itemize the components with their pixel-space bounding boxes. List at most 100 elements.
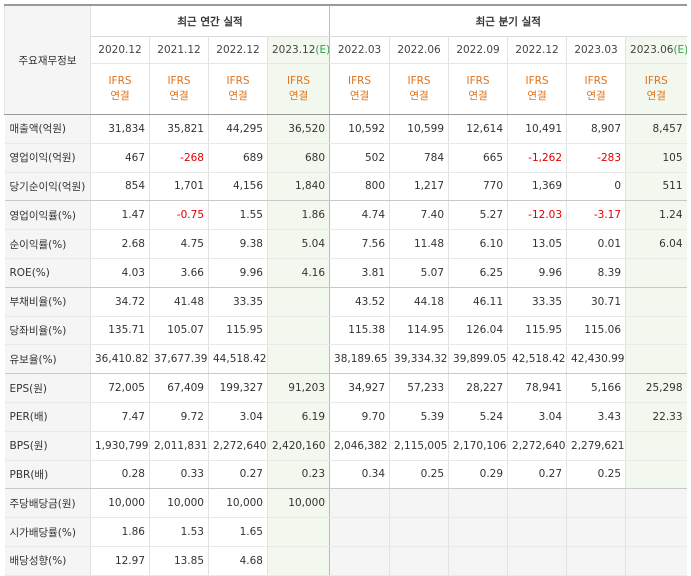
table-cell: 1.24 (625, 200, 687, 231)
basis-header: IFRS 연결 (90, 63, 150, 115)
table-cell: 1.65 (208, 517, 268, 547)
table-cell: 0.25 (389, 460, 449, 490)
basis-consolidated: 연결 (527, 90, 547, 102)
basis-consolidated: 연결 (288, 90, 309, 102)
table-cell: 135.71 (90, 316, 150, 346)
table-cell: 44,295 (208, 114, 268, 144)
table-cell: 36,520 (266, 114, 330, 144)
table-cell: 2.68 (90, 229, 150, 259)
table-cell (329, 546, 390, 576)
table-cell (448, 488, 508, 519)
basis-ifrs: IFRS (226, 75, 250, 87)
table-cell: 105.07 (149, 316, 209, 346)
table-cell: 57,233 (389, 373, 449, 403)
row-label: 배당성향(%) (4, 546, 91, 576)
table-cell: 0.29 (448, 460, 508, 490)
period-header: 2022.09 (448, 36, 508, 64)
table-cell (507, 517, 567, 547)
table-cell: 10,000 (266, 488, 330, 519)
table-row: 영업이익률(%) 1.47 -0.75 1.55 1.86 4.74 7.40 5.27 -12… (4, 200, 687, 231)
table-row: 주당배당금(원) 10,000 10,000 10,000 10,000 (4, 488, 687, 519)
table-cell: 3.04 (507, 402, 567, 432)
table-cell: 2,011,831 (149, 431, 209, 461)
period-header: 2023.12(E) (266, 36, 330, 64)
period-header: 2023.03 (566, 36, 626, 64)
row-label: 부채비율(%) (4, 287, 91, 317)
table-row: 배당성향(%) 12.97 13.85 4.68 (4, 546, 687, 576)
basis-header-row: IFRS 연결 IFRS 연결 IFRS 연결 IFRS 연결 IFRS 연결 IFRS 연결 IFRS… (5, 63, 687, 115)
table-cell: 784 (389, 143, 449, 173)
table-cell: 1.47 (90, 200, 150, 231)
table-cell: 8.39 (566, 258, 626, 288)
quarter-group-header: 최근 분기 실적 (329, 4, 687, 37)
table-cell (389, 546, 449, 576)
table-cell: 4.68 (208, 546, 268, 576)
table-cell: 105 (625, 143, 687, 173)
period-label: 2022.12 (515, 44, 559, 56)
table-cell: 2,115,005 (389, 431, 449, 461)
table-cell: 5.07 (389, 258, 449, 288)
basis-ifrs: IFRS (407, 75, 431, 87)
table-cell (266, 316, 330, 346)
basis-consolidated: 연결 (349, 90, 370, 102)
table-row: EPS(원) 72,005 67,409 199,327 91,203 34,927 57,… (4, 373, 687, 403)
table-cell: 7.40 (389, 200, 449, 231)
table-cell: 115.38 (329, 316, 390, 346)
table-row: 순이익률(%) 2.68 4.75 9.38 5.04 7.56 11.48 6.10 13.0… (4, 229, 687, 259)
period-header: 2022.06 (389, 36, 449, 64)
table-cell: 35,821 (149, 114, 209, 144)
table-cell: 4.75 (149, 229, 209, 259)
table-cell (448, 517, 508, 547)
table-cell: 5.04 (266, 229, 330, 259)
period-header: 2021.12 (149, 36, 209, 64)
table-cell: 42,518.42 (507, 344, 567, 375)
period-header: 2022.12 (507, 36, 567, 64)
table-cell: 30.71 (566, 287, 626, 317)
basis-header: IFRS 연결 (625, 63, 687, 115)
table-cell: 5.39 (389, 402, 449, 432)
estimate-mark: (E) (673, 44, 686, 56)
table-cell: 689 (208, 143, 268, 173)
table-row: 유보율(%) 36,410.82 37,677.39 44,518.42 38,189.… (4, 344, 687, 375)
table-cell: 67,409 (149, 373, 209, 403)
table-cell: -0.75 (149, 200, 209, 231)
period-header: 2022.12 (208, 36, 268, 64)
table-row: BPS(원) 1,930,799 2,011,831 2,272,640 2,420,1… (4, 431, 687, 461)
basis-consolidated: 연결 (169, 90, 189, 102)
basis-consolidated: 연결 (409, 90, 429, 102)
table-cell: 3.43 (566, 402, 626, 432)
table-cell: 3.04 (208, 402, 268, 432)
basis-ifrs: IFRS (286, 75, 311, 87)
table-cell: 5.24 (448, 402, 508, 432)
period-label: 2022.06 (397, 44, 441, 56)
table-cell: 115.95 (208, 316, 268, 346)
row-label: 유보율(%) (4, 344, 91, 375)
table-cell: 4.03 (90, 258, 150, 288)
table-cell (625, 258, 687, 288)
table-row: 부채비율(%) 34.72 41.48 33.35 43.52 44.18 46.11 33.… (4, 287, 687, 317)
basis-ifrs: IFRS (167, 75, 191, 87)
table-cell: 31,834 (90, 114, 150, 144)
table-cell: 46.11 (448, 287, 508, 317)
basis-header: IFRS 연결 (266, 63, 330, 115)
table-cell: 33.35 (507, 287, 567, 317)
table-cell: 8,457 (625, 114, 687, 144)
table-cell: 12,614 (448, 114, 508, 144)
table-cell: 10,000 (149, 488, 209, 519)
table-cell: 72,005 (90, 373, 150, 403)
table-cell: 10,592 (329, 114, 390, 144)
table-cell: 467 (90, 143, 150, 173)
basis-header: IFRS 연결 (448, 63, 508, 115)
table-cell: 25,298 (625, 373, 687, 403)
table-cell: 115.95 (507, 316, 567, 346)
table-cell (625, 517, 687, 547)
table-cell: 114.95 (389, 316, 449, 346)
basis-consolidated: 연결 (646, 90, 666, 102)
basis-consolidated: 연결 (586, 90, 606, 102)
row-label: EPS(원) (4, 373, 91, 403)
table-cell (625, 546, 687, 576)
row-label: BPS(원) (4, 431, 91, 461)
table-cell: 4.74 (329, 200, 390, 231)
row-label: ROE(%) (4, 258, 91, 288)
table-cell: 0.27 (507, 460, 567, 490)
